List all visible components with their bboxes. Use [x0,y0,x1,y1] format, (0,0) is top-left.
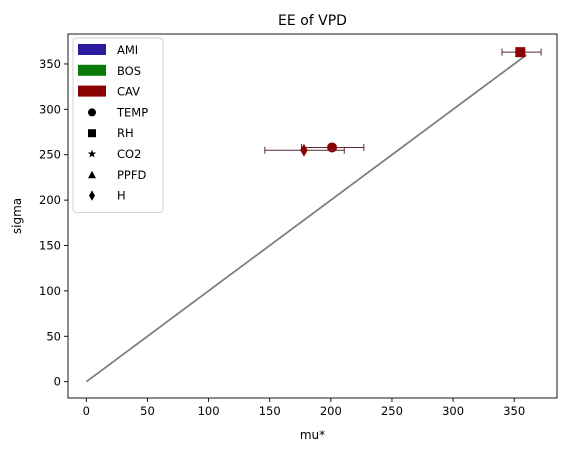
legend-swatch-cav [78,85,106,97]
y-tick-label: 300 [39,102,61,116]
x-tick-label: 250 [381,404,403,418]
y-tick-label: 0 [54,375,61,389]
legend-label-ami: AMI [117,43,138,57]
data-point-rh [515,47,526,58]
y-axis-label: sigma [10,198,24,234]
legend-swatch-bos [78,64,106,76]
legend-label-rh: RH [117,126,134,140]
axes: 0 50 100 150 200 250 300 350 0 50 100 150 200 250 300 3… [39,33,558,418]
y-tick-label: 350 [39,57,61,71]
x-tick-label: 50 [140,404,155,418]
legend-marker-temp [88,108,96,117]
legend-label-temp: TEMP [116,105,148,119]
legend-box [72,37,164,213]
y-tick-label: 100 [39,284,61,298]
legend: AMI BOS CAV TEMP RH CO2 PPFD H [72,37,164,213]
legend-marker-ppfd [88,170,96,179]
legend-label-bos: BOS [117,64,141,78]
legend-label-h: H [117,189,126,203]
x-tick-label: 150 [259,404,281,418]
data-point-temp [327,142,338,153]
legend-marker-rh [88,129,96,138]
legend-marker-co2 [87,149,97,158]
y-tick-label: 150 [39,239,61,253]
plot-area [85,47,542,383]
legend-label-ppfd: PPFD [117,168,146,182]
legend-marker-h [89,190,95,201]
x-tick-label: 100 [198,404,220,418]
legend-swatch-ami [78,44,106,55]
legend-label-co2: CO2 [117,147,141,161]
y-tick-label: 250 [39,148,61,162]
legend-label-cav: CAV [117,85,140,99]
plot-frame [67,33,558,399]
x-tick-label: 0 [83,404,90,418]
reference-line [85,54,527,383]
data-point-h [300,143,308,157]
y-tick-label: 50 [46,329,61,343]
x-axis-label: mu* [300,428,325,442]
y-tick-label: 200 [39,193,61,207]
x-tick-label: 300 [442,404,464,418]
x-tick-label: 200 [320,404,342,418]
chart-title: EE of VPD [278,13,347,29]
x-tick-label: 350 [503,404,525,418]
